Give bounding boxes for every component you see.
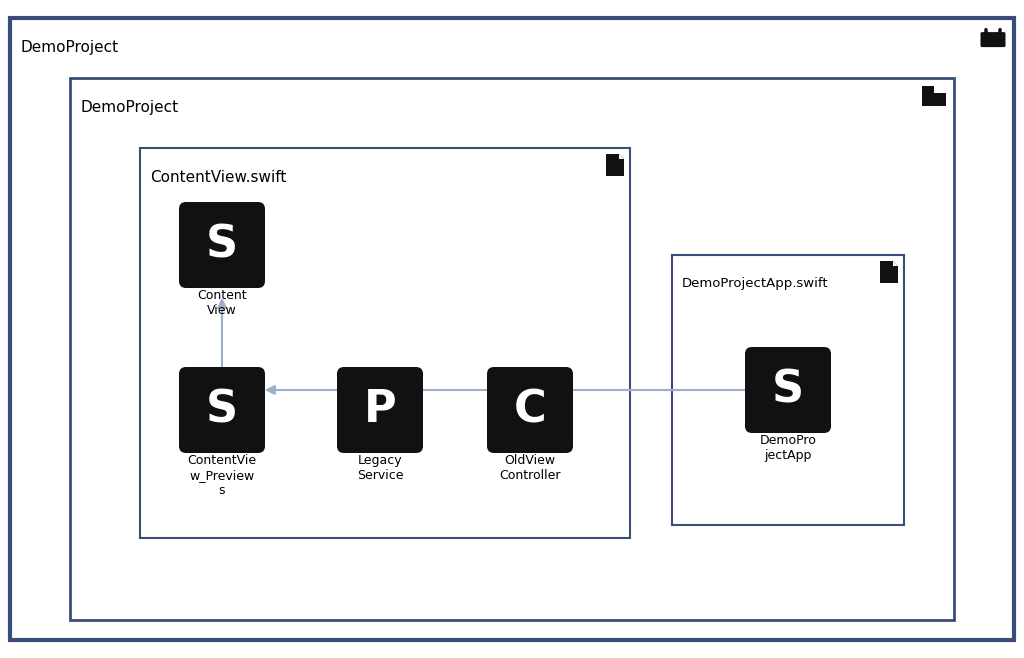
Bar <box>922 93 946 106</box>
FancyBboxPatch shape <box>179 202 265 288</box>
Text: S: S <box>206 388 238 432</box>
Polygon shape <box>893 261 898 266</box>
Text: P: P <box>364 388 396 432</box>
Text: DemoPro
jectApp: DemoPro jectApp <box>760 434 816 462</box>
FancyBboxPatch shape <box>337 367 423 453</box>
FancyBboxPatch shape <box>179 367 265 453</box>
Text: Content
View: Content View <box>198 289 247 317</box>
Text: C: C <box>514 388 547 432</box>
Bar <box>140 148 630 538</box>
Text: S: S <box>206 224 238 266</box>
FancyBboxPatch shape <box>981 32 1006 47</box>
Text: OldView
Controller: OldView Controller <box>500 454 561 482</box>
Polygon shape <box>618 154 624 159</box>
FancyBboxPatch shape <box>487 367 573 453</box>
Polygon shape <box>880 261 898 283</box>
Text: ContentVie
w_Preview
s: ContentVie w_Preview s <box>187 454 257 497</box>
Text: DemoProject: DemoProject <box>20 40 118 55</box>
Text: S: S <box>772 368 804 411</box>
Text: DemoProject: DemoProject <box>80 100 178 115</box>
Polygon shape <box>922 86 934 93</box>
Bar <box>672 255 904 525</box>
FancyBboxPatch shape <box>745 347 831 433</box>
Polygon shape <box>606 154 624 176</box>
Text: DemoProjectApp.swift: DemoProjectApp.swift <box>682 277 828 290</box>
Text: Legacy
Service: Legacy Service <box>356 454 403 482</box>
Bar <box>70 78 954 620</box>
Text: ContentView.swift: ContentView.swift <box>150 170 287 185</box>
